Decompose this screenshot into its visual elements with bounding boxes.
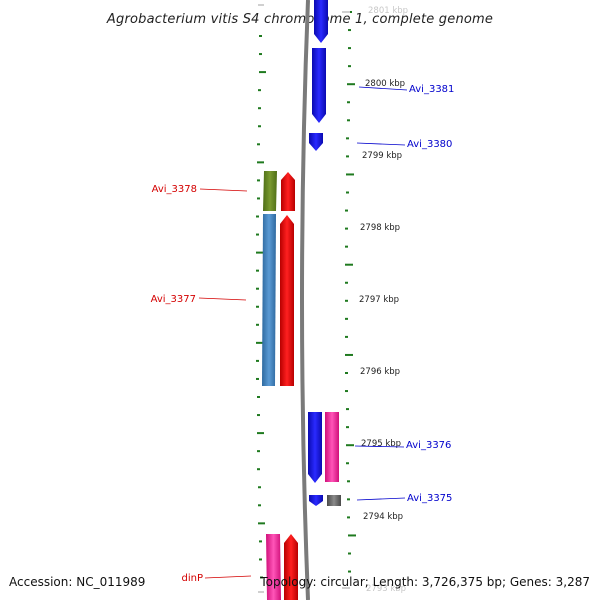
kbp-label: 2800 kbp bbox=[365, 79, 405, 89]
reverse-cds-track bbox=[280, 172, 298, 600]
faint-ruler-ends bbox=[258, 4, 350, 593]
cog-track-left bbox=[262, 171, 281, 600]
cog-track-right bbox=[325, 412, 341, 506]
kbp-label: 2797 kbp bbox=[359, 295, 399, 305]
cds-arrow-avi3375[interactable] bbox=[309, 495, 323, 506]
gene-label-avi3375[interactable]: Avi_3375 bbox=[407, 493, 452, 504]
gene-label-avi3380[interactable]: Avi_3380 bbox=[407, 139, 452, 150]
kbp-label: 2801 kbp bbox=[368, 6, 408, 16]
cog-block-avi3377[interactable] bbox=[262, 214, 276, 386]
cds-arrow-avi3376[interactable] bbox=[308, 412, 322, 483]
cog-block-avi3376[interactable] bbox=[325, 412, 339, 482]
map-title: Agrobacterium vitis S4 chromosome 1, com… bbox=[106, 12, 493, 27]
cog-block-avi3375[interactable] bbox=[327, 495, 341, 506]
kbp-labels: 2801 kbp 2800 kbp 2799 kbp 2798 kbp 2797… bbox=[359, 6, 408, 594]
kbp-label: 2795 kbp bbox=[361, 439, 401, 449]
chromosome-backbone bbox=[300, 0, 310, 600]
gene-label-dinp[interactable]: dinP bbox=[182, 573, 204, 584]
genome-summary-text: Topology: circular; Length: 3,726,375 bp… bbox=[259, 575, 590, 589]
cog-block-dinp[interactable] bbox=[266, 534, 281, 600]
cds-arrow-avi3382[interactable] bbox=[314, 0, 328, 43]
inner-tick-ruler bbox=[256, 35, 266, 579]
cds-arrow-avi3378[interactable] bbox=[281, 172, 295, 211]
cds-arrow-avi3381[interactable] bbox=[312, 48, 326, 123]
accession-text: Accession: NC_011989 bbox=[9, 575, 145, 589]
cds-arrow-avi3380[interactable] bbox=[309, 133, 323, 151]
cds-arrow-dinp[interactable] bbox=[284, 534, 298, 600]
kbp-label: 2796 kbp bbox=[360, 367, 400, 377]
gene-label-avi3381[interactable]: Avi_3381 bbox=[409, 84, 454, 95]
cog-block-avi3378[interactable] bbox=[263, 171, 277, 211]
gene-labels: Avi_3381 Avi_3380 Avi_3378 Avi_3377 Avi_… bbox=[151, 84, 455, 584]
kbp-label: 2794 kbp bbox=[363, 512, 403, 522]
kbp-label: 2793 kbp bbox=[366, 584, 406, 594]
forward-cds-track bbox=[308, 0, 328, 506]
gene-label-avi3378[interactable]: Avi_3378 bbox=[152, 184, 197, 195]
gene-label-avi3376[interactable]: Avi_3376 bbox=[406, 440, 451, 451]
outer-tick-ruler bbox=[345, 11, 356, 573]
cds-arrow-avi3377[interactable] bbox=[280, 215, 294, 386]
gene-label-avi3377[interactable]: Avi_3377 bbox=[151, 294, 196, 305]
kbp-label: 2799 kbp bbox=[362, 151, 402, 161]
kbp-label: 2798 kbp bbox=[360, 223, 400, 233]
